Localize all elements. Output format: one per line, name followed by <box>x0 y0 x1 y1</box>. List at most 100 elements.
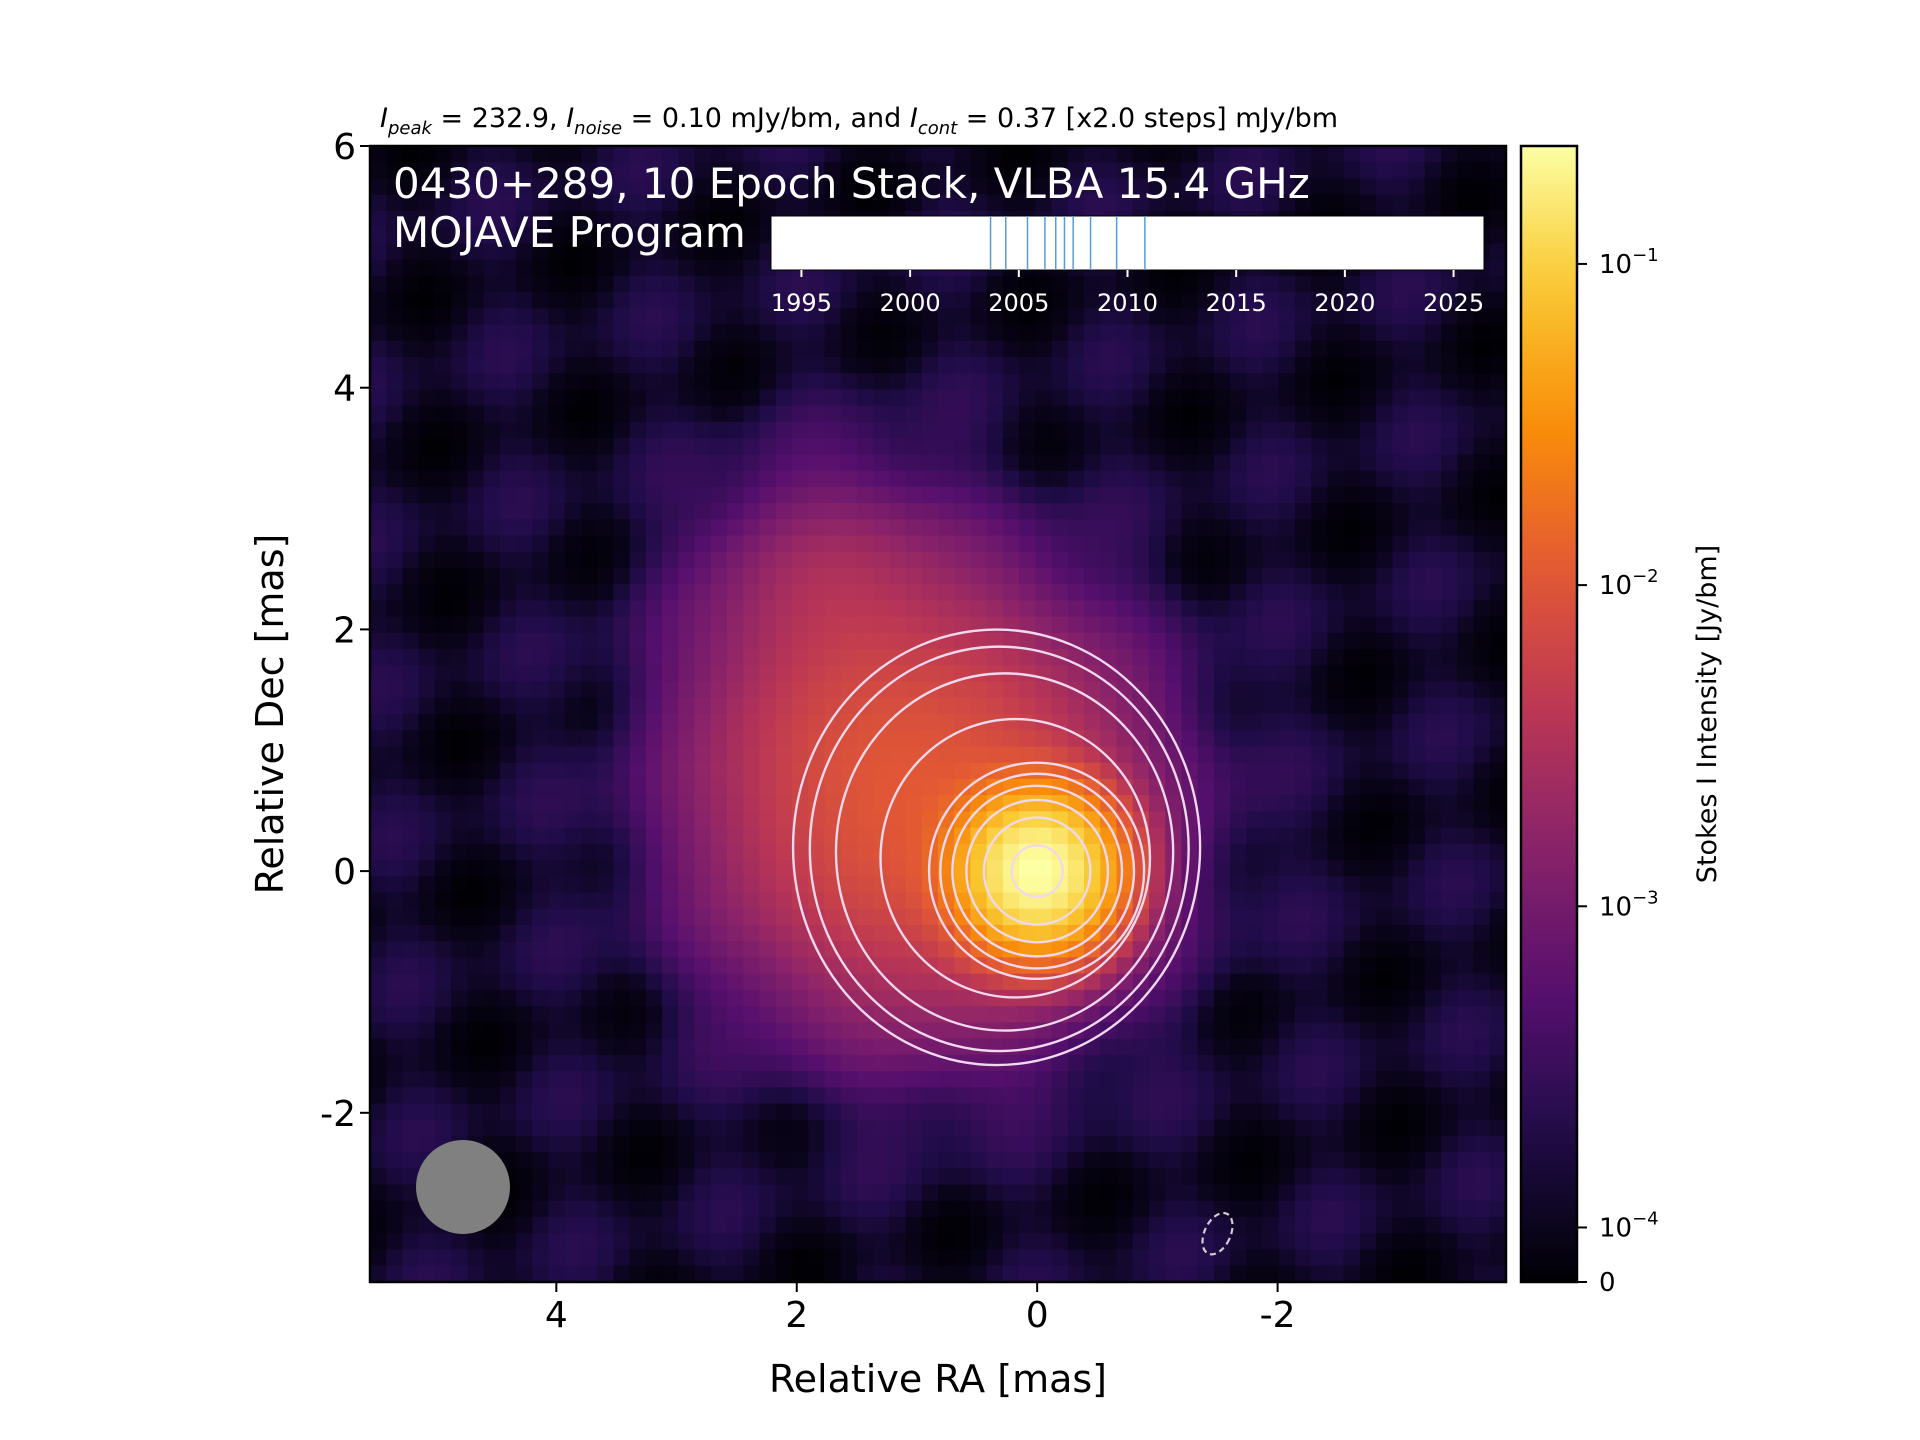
heatmap-cell <box>1424 632 1442 650</box>
heatmap-cell <box>986 697 1004 715</box>
heatmap-cell <box>808 389 825 407</box>
heatmap-cell <box>727 1119 744 1137</box>
heatmap-cell <box>1116 405 1134 423</box>
heatmap-cell <box>1295 827 1312 845</box>
heatmap-cell <box>727 146 744 163</box>
heatmap-cell <box>743 908 761 926</box>
heatmap-cell <box>1067 989 1085 1007</box>
heatmap-cell <box>678 1103 696 1121</box>
heatmap-cell <box>1327 535 1345 553</box>
heatmap-cell <box>889 714 907 731</box>
heatmap-cell <box>954 454 972 472</box>
heatmap-cell <box>873 1103 890 1121</box>
heatmap-cell <box>629 1152 647 1169</box>
heatmap-cell <box>1019 178 1036 196</box>
heatmap-cell <box>856 827 874 845</box>
heatmap-cell <box>1067 584 1085 601</box>
heatmap-cell <box>1295 924 1312 942</box>
heatmap-cell <box>1392 292 1410 309</box>
heatmap-cell <box>418 730 436 748</box>
heatmap-cell <box>873 1135 890 1153</box>
heatmap-cell <box>1473 1249 1491 1267</box>
heatmap-cell <box>1376 1071 1393 1088</box>
heatmap-cell <box>434 1006 452 1023</box>
heatmap-cell <box>418 227 436 244</box>
heatmap-cell <box>467 486 485 504</box>
heatmap-cell <box>548 649 566 666</box>
heatmap-cell <box>824 616 842 634</box>
heatmap-cell <box>905 1249 923 1267</box>
heatmap-cell <box>1424 146 1442 163</box>
heatmap-cell <box>1035 454 1053 472</box>
heatmap-cell <box>548 697 566 715</box>
heatmap-cell <box>986 1233 1004 1251</box>
heatmap-cell <box>386 1119 404 1137</box>
heatmap-cell <box>970 730 988 748</box>
heatmap-cell <box>694 243 712 261</box>
heatmap-cell <box>386 843 404 861</box>
heatmap-cell <box>743 421 761 439</box>
heatmap-cell <box>1392 1200 1410 1218</box>
heatmap-cell <box>1278 1217 1296 1234</box>
heatmap-cell <box>986 519 1004 537</box>
heatmap-cell <box>597 389 615 407</box>
heatmap-cell <box>1376 324 1393 342</box>
heatmap-cell <box>662 470 679 488</box>
heatmap-cell <box>1197 973 1215 991</box>
heatmap-cell <box>873 778 890 796</box>
heatmap-cell <box>1246 146 1264 163</box>
heatmap-cell <box>791 1233 809 1251</box>
timeline-ticks: 1995 2000 2005 2010 2015 2020 2025 <box>771 270 1484 317</box>
heatmap-cell <box>662 811 679 829</box>
heatmap-cell <box>1084 340 1101 358</box>
heatmap-cell <box>402 551 420 569</box>
heatmap-cell <box>1408 876 1426 894</box>
heatmap-cell <box>710 421 728 439</box>
heatmap-cell <box>548 519 566 537</box>
heatmap-cell <box>516 714 533 731</box>
heatmap-cell <box>775 649 793 666</box>
heatmap-cell <box>516 356 533 374</box>
heatmap-cell <box>1181 405 1199 423</box>
heatmap-cell <box>1165 405 1183 423</box>
heatmap-cell <box>1165 681 1183 699</box>
heatmap-cell <box>1343 1119 1361 1137</box>
heatmap-cell <box>1148 1233 1166 1251</box>
heatmap-cell <box>970 681 988 699</box>
heatmap-cell <box>678 503 696 520</box>
heatmap-cell <box>808 697 825 715</box>
heatmap-cell <box>856 567 874 585</box>
heatmap-cell <box>662 616 679 634</box>
heatmap-cell <box>678 681 696 699</box>
heatmap-cell <box>1295 486 1312 504</box>
heatmap-cell <box>1213 1006 1231 1023</box>
heatmap-cell <box>1376 616 1393 634</box>
heatmap-cell <box>1489 567 1506 585</box>
heatmap-cell <box>1424 486 1442 504</box>
heatmap-cell <box>1424 697 1442 715</box>
heatmap-cell <box>1441 1006 1458 1023</box>
heatmap-cell <box>1489 843 1506 861</box>
heatmap-cell <box>840 1006 858 1023</box>
heatmap-cell <box>1441 438 1458 455</box>
heatmap-cell <box>1278 292 1296 309</box>
heatmap-cell <box>386 681 404 699</box>
heatmap-cell <box>434 1071 452 1088</box>
heatmap-cell <box>1327 665 1345 683</box>
heatmap-cell <box>386 649 404 666</box>
heatmap-cell <box>516 389 533 407</box>
heatmap-cell <box>516 373 533 391</box>
heatmap-cell <box>759 908 777 926</box>
colorbar-ticks: 10−110−210−310−40 <box>1577 245 1659 1298</box>
heatmap-cell <box>1311 1038 1329 1056</box>
heatmap-cell <box>710 340 728 358</box>
heatmap-cell <box>775 665 793 683</box>
heatmap-cell <box>759 470 777 488</box>
heatmap-cell <box>1002 146 1020 163</box>
heatmap-cell <box>759 1038 777 1056</box>
heatmap-cell <box>467 811 485 829</box>
heatmap-cell <box>678 811 696 829</box>
heatmap-cell <box>743 308 761 326</box>
heatmap-cell <box>1343 470 1361 488</box>
heatmap-cell <box>516 632 533 650</box>
